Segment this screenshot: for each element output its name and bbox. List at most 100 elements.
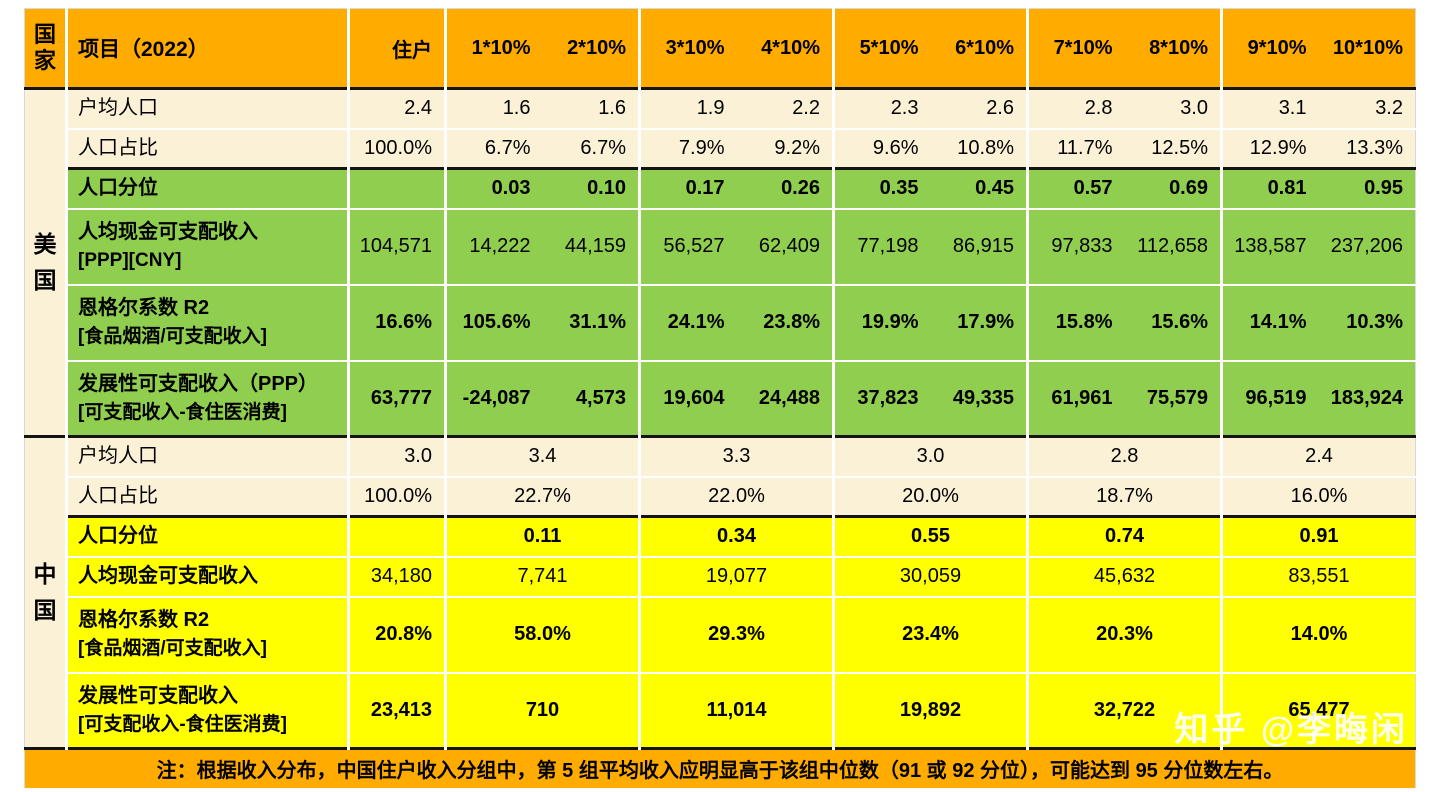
data-cell: 237,206 (1318, 208, 1416, 286)
data-cell: 2.2 (736, 87, 835, 130)
row-label: 恩格尔系数 R2 [食品烟酒/可支配收入] (66, 596, 350, 674)
data-cell: 22.0% (639, 476, 835, 518)
table-row: 人均现金可支配收入 34,180 7,741 19,077 30,059 45,632 83… (25, 556, 1416, 598)
table-row: 发展性可支配收入（PPP） [可支配收入-食住医消费] 63,777 -24,087 4… (25, 360, 1416, 438)
china-section: 中国户均人口 3.0 3.4 3.3 3.0 2.8 2.4 人口占比 100.0% 22.7% 2… (24, 435, 1416, 750)
data-cell: 44,159 (542, 208, 641, 286)
data-cell: 14,222 (445, 208, 543, 286)
table-row: 人口占比 100.0% 22.7% 22.0% 20.0% 18.7% 16.0% (25, 476, 1416, 518)
header-item: 项目（2022） (66, 8, 350, 90)
table-row: 人均现金可支配收入 [PPP][CNY] 104,571 14,222 44,159 56… (25, 208, 1416, 286)
data-cell: 20.8% (348, 596, 447, 674)
row-label: 人均现金可支配收入 [PPP][CNY] (66, 208, 350, 286)
data-cell: 7,741 (445, 556, 641, 598)
row-label: 人口分位 (66, 515, 350, 558)
data-cell: 0.26 (736, 167, 835, 210)
data-cell: 58.0% (445, 596, 641, 674)
data-cell: 710 (445, 672, 641, 750)
vertical-text: 国家 (33, 22, 56, 73)
data-cell: 14.1% (1221, 284, 1319, 362)
data-cell: 2.6 (930, 87, 1029, 130)
row-label: 户均人口 (66, 87, 350, 130)
data-cell: 0.45 (930, 167, 1029, 210)
data-table: 国家项目（2022） 住户 1*10% 2*10% 3*10% 4*10% 5*10% 6*1… (24, 8, 1416, 790)
watermark: 知乎 @李晦闲 (1174, 711, 1408, 749)
header-decile: 8*10% (1124, 8, 1223, 90)
data-cell: 105.6% (445, 284, 543, 362)
data-cell: 3.0 (833, 435, 1029, 478)
data-cell: 19,077 (639, 556, 835, 598)
data-cell: 14.0% (1221, 596, 1416, 674)
data-cell: 0.11 (445, 515, 641, 558)
data-cell: 62,409 (736, 208, 835, 286)
data-cell: 1.6 (445, 87, 543, 130)
data-cell: 1.9 (639, 87, 737, 130)
data-cell (348, 167, 447, 210)
data-cell: 13.3% (1318, 128, 1416, 170)
row-label: 恩格尔系数 R2 [食品烟酒/可支配收入] (66, 284, 350, 362)
row-label: 人口占比 (66, 128, 350, 170)
data-cell: 32,722 (1027, 672, 1223, 750)
data-cell: 7.9% (639, 128, 737, 170)
data-cell: 3.1 (1221, 87, 1319, 130)
data-cell: 0.35 (833, 167, 931, 210)
data-cell: 30,059 (833, 556, 1029, 598)
data-cell: 77,198 (833, 208, 931, 286)
data-cell: 1.6 (542, 87, 641, 130)
table-row: 恩格尔系数 R2 [食品烟酒/可支配收入] 16.6% 105.6% 31.1% 24.1… (25, 284, 1416, 362)
header-decile: 5*10% (833, 8, 931, 90)
data-cell: 86,915 (930, 208, 1029, 286)
data-cell: -24,087 (445, 360, 543, 438)
data-cell: 0.74 (1027, 515, 1223, 558)
table-foot: 注：根据收入分布，中国住户收入分组中，第 5 组平均收入应明显高于该组中位数（9… (24, 747, 1416, 790)
row-label: 发展性可支配收入（PPP） [可支配收入-食住医消费] (66, 360, 350, 438)
table-head: 国家项目（2022） 住户 1*10% 2*10% 3*10% 4*10% 5*10% 6*1… (24, 8, 1416, 90)
data-cell: 19,892 (833, 672, 1029, 750)
data-cell: 31.1% (542, 284, 641, 362)
data-cell: 65,477 (1221, 672, 1416, 750)
data-cell: 0.91 (1221, 515, 1416, 558)
table-row: 美国户均人口 2.4 1.6 1.6 1.9 2.2 2.3 2.6 2.8 3.0 3.1 3.2 (24, 87, 1416, 438)
data-cell: 0.69 (1124, 167, 1223, 210)
country-cell: 中国 (24, 435, 68, 750)
table-row: 人口分位 0.03 0.10 0.17 0.26 0.35 0.45 0.57 0.69 0.81… (25, 167, 1416, 210)
data-cell: 183,924 (1318, 360, 1416, 438)
data-cell: 3.3 (639, 435, 835, 478)
data-cell: 4,573 (542, 360, 641, 438)
table-row: 中国户均人口 3.0 3.4 3.3 3.0 2.8 2.4 (24, 435, 1416, 750)
footnote-row: 注：根据收入分布，中国住户收入分组中，第 5 组平均收入应明显高于该组中位数（9… (24, 747, 1416, 790)
data-cell: 29.3% (639, 596, 835, 674)
row-label: 人口占比 (66, 476, 350, 518)
table-row: 发展性可支配收入 [可支配收入-食住医消费] 23,413 710 11,014 19,8… (25, 672, 1416, 750)
data-cell: 10.8% (930, 128, 1029, 170)
data-cell: 34,180 (348, 556, 447, 598)
data-cell: 23,413 (348, 672, 447, 750)
table-row: 人口占比 100.0% 6.7% 6.7% 7.9% 9.2% 9.6% 10.8% 11.7%… (25, 128, 1416, 170)
data-cell: 97,833 (1027, 208, 1125, 286)
data-cell: 15.8% (1027, 284, 1125, 362)
data-cell: 23.4% (833, 596, 1029, 674)
table-row: 恩格尔系数 R2 [食品烟酒/可支配收入] 20.8% 58.0% 29.3% 23.4%… (25, 596, 1416, 674)
data-cell: 0.17 (639, 167, 737, 210)
data-cell: 0.34 (639, 515, 835, 558)
vertical-text: 中国 (33, 561, 57, 623)
data-cell: 11.7% (1027, 128, 1125, 170)
data-cell: 83,551 (1221, 556, 1416, 598)
data-cell: 0.55 (833, 515, 1029, 558)
data-cell: 100.0% (348, 476, 447, 518)
data-cell: 24.1% (639, 284, 737, 362)
data-cell: 2.4 (1221, 435, 1416, 478)
header-decile: 9*10% (1221, 8, 1319, 90)
data-cell: 9.2% (736, 128, 835, 170)
data-cell: 63,777 (348, 360, 447, 438)
data-cell: 0.10 (542, 167, 641, 210)
data-cell: 96,519 (1221, 360, 1319, 438)
row-label: 人口分位 (66, 167, 350, 210)
data-cell: 17.9% (930, 284, 1029, 362)
data-cell (348, 515, 447, 558)
us-section: 美国户均人口 2.4 1.6 1.6 1.9 2.2 2.3 2.6 2.8 3.0 3.1 3.2 人… (24, 87, 1416, 438)
data-cell: 20.0% (833, 476, 1029, 518)
data-cell: 2.8 (1027, 435, 1223, 478)
data-cell: 6.7% (445, 128, 543, 170)
data-cell: 12.5% (1124, 128, 1223, 170)
